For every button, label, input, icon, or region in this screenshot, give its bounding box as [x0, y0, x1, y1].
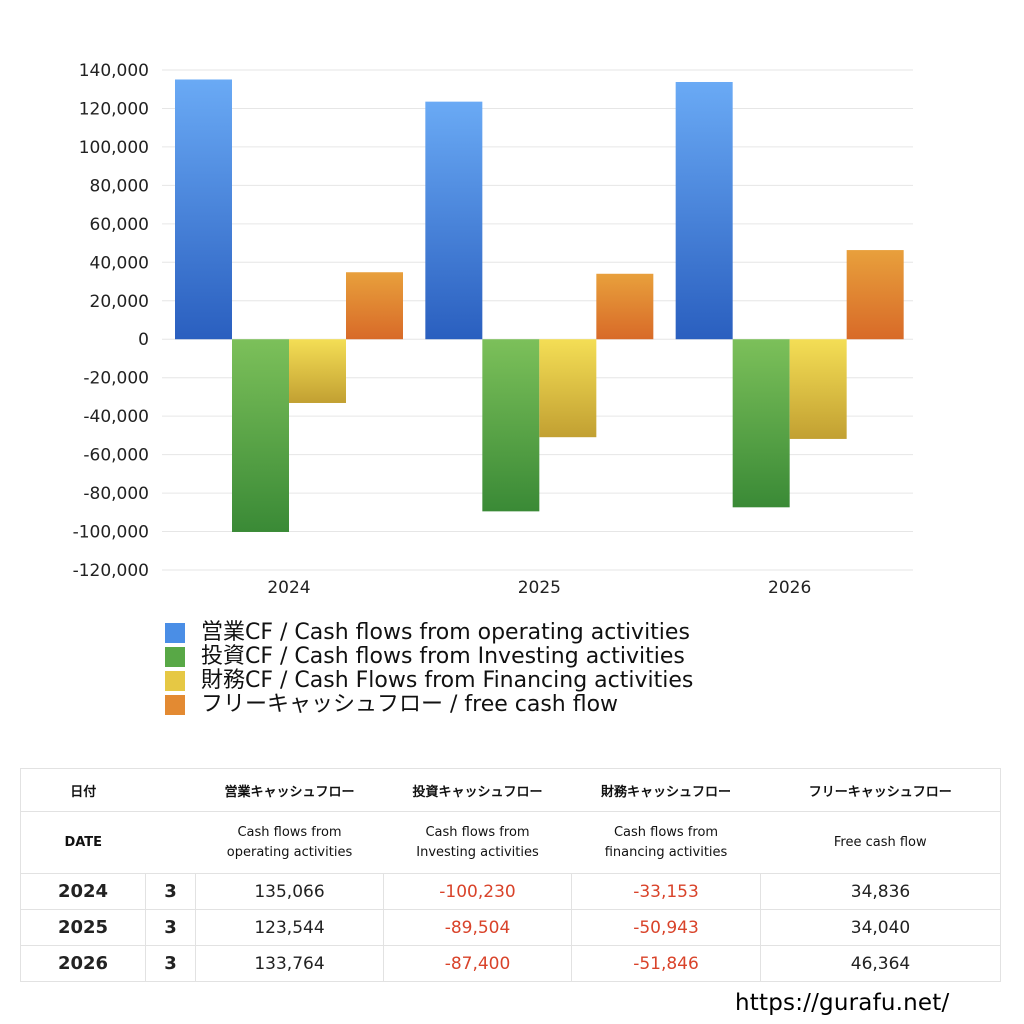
subheader-operating-line1: Cash flows from — [237, 824, 342, 840]
legend-item-operating: 営業CF / Cash flows from operating activit… — [165, 621, 693, 645]
cell-free: 46,364 — [760, 945, 1001, 982]
y-tick-label: 60,000 — [90, 215, 149, 235]
cell-operating: 123,544 — [195, 909, 384, 946]
y-tick-label: 0 — [138, 330, 149, 350]
legend-item-free: フリーキャッシュフロー / free cash flow — [165, 693, 693, 717]
cell-operating: 135,066 — [195, 873, 384, 910]
row-year: 2025 — [20, 909, 146, 946]
table-row: 2024 3 135,066 -100,230 -33,153 34,836 — [20, 873, 1001, 910]
bar-financing-2024 — [289, 339, 346, 403]
y-tick-label: 20,000 — [90, 292, 149, 312]
header-financing: 財務キャッシュフロー — [571, 768, 761, 812]
y-tick-label: -60,000 — [83, 446, 149, 466]
cell-investing: -87,400 — [383, 945, 572, 982]
legend-swatch-financing — [165, 671, 185, 691]
y-tick-label: 40,000 — [90, 253, 149, 273]
bar-financing-2025 — [539, 339, 597, 438]
legend-item-financing: 財務CF / Cash Flows from Financing activit… — [165, 669, 693, 693]
legend-label-investing: 投資CF / Cash flows from Investing activit… — [201, 644, 685, 669]
subheader-date: DATE — [20, 811, 146, 874]
cell-free: 34,836 — [760, 873, 1001, 910]
bar-free-2024 — [346, 272, 403, 340]
y-tick-label: -120,000 — [73, 561, 149, 581]
cell-financing: -50,943 — [571, 909, 761, 946]
subheader-financing: Cash flows from financing activities — [571, 811, 761, 874]
y-tick-label: 140,000 — [79, 61, 149, 81]
bar-investing-2024 — [232, 339, 289, 532]
bar-operating-2026 — [675, 81, 733, 340]
site-url-link[interactable]: https://gurafu.net/ — [735, 990, 950, 1016]
subheader-month-blank — [145, 811, 196, 874]
chart-legend: 営業CF / Cash flows from operating activit… — [165, 621, 693, 717]
chart-svg: 140,000 120,000 100,000 80,000 60,000 40,000 2… — [73, 61, 913, 598]
subheader-operating-line2: operating activities — [226, 844, 353, 860]
y-tick-label: 80,000 — [90, 176, 149, 196]
legend-item-investing: 投資CF / Cash flows from Investing activit… — [165, 645, 693, 669]
bar-investing-2025 — [482, 339, 540, 512]
cell-free: 34,040 — [760, 909, 1001, 946]
row-month: 3 — [145, 945, 196, 982]
bar-free-2025 — [596, 273, 654, 340]
table-header-row: 日付 営業キャッシュフロー 投資キャッシュフロー 財務キャッシュフロー フリーキ… — [20, 768, 1001, 812]
cell-investing: -89,504 — [383, 909, 572, 946]
subheader-free: Free cash flow — [760, 811, 1001, 874]
subheader-operating: Cash flows from operating activities — [195, 811, 384, 874]
subheader-financing-line1: Cash flows from — [613, 824, 719, 840]
cell-financing: -51,846 — [571, 945, 761, 982]
cell-financing: -33,153 — [571, 873, 761, 910]
subheader-investing: Cash flows from Investing activities — [383, 811, 572, 874]
legend-swatch-free — [165, 695, 185, 715]
legend-swatch-operating — [165, 623, 185, 643]
header-investing: 投資キャッシュフロー — [383, 768, 572, 812]
y-tick-label: 100,000 — [79, 138, 149, 158]
header-free: フリーキャッシュフロー — [760, 768, 1001, 812]
legend-label-financing: 財務CF / Cash Flows from Financing activit… — [201, 668, 694, 693]
bar-free-2026 — [846, 250, 904, 340]
legend-label-operating: 営業CF / Cash flows from operating activit… — [201, 620, 690, 645]
bar-operating-2025 — [425, 101, 483, 340]
row-year: 2024 — [20, 873, 146, 910]
x-tick-label: 2025 — [518, 578, 561, 598]
subheader-financing-line2: financing activities — [604, 844, 728, 860]
y-tick-label: -20,000 — [83, 369, 149, 389]
bar-financing-2026 — [789, 339, 847, 439]
row-month: 3 — [145, 873, 196, 910]
legend-label-free: フリーキャッシュフロー / free cash flow — [201, 692, 619, 717]
bar-investing-2026 — [732, 339, 790, 508]
cell-operating: 133,764 — [195, 945, 384, 982]
row-month: 3 — [145, 909, 196, 946]
cell-investing: -100,230 — [383, 873, 572, 910]
y-tick-label: -100,000 — [73, 523, 149, 543]
bar-operating-2024 — [175, 79, 232, 340]
cash-flow-table: 日付 営業キャッシュフロー 投資キャッシュフロー 財務キャッシュフロー フリーキ… — [20, 768, 1001, 982]
header-month-blank — [145, 768, 196, 812]
row-year: 2026 — [20, 945, 146, 982]
x-tick-label: 2026 — [768, 578, 811, 598]
header-operating: 営業キャッシュフロー — [195, 768, 384, 812]
table-row: 2025 3 123,544 -89,504 -50,943 34,040 — [20, 909, 1001, 946]
table-row: 2026 3 133,764 -87,400 -51,846 46,364 — [20, 945, 1001, 982]
legend-swatch-investing — [165, 647, 185, 667]
table-subheader-row: DATE Cash flows from operating activitie… — [20, 811, 1001, 874]
subheader-investing-line1: Cash flows from — [425, 824, 530, 840]
y-tick-label: -80,000 — [83, 484, 149, 504]
subheader-investing-line2: Investing activities — [416, 844, 539, 860]
cash-flow-bar-chart: 140,000 120,000 100,000 80,000 60,000 40,000 2… — [73, 61, 913, 598]
y-tick-label: -40,000 — [83, 407, 149, 427]
header-date: 日付 — [20, 768, 146, 812]
y-tick-label: 120,000 — [79, 99, 149, 119]
x-tick-label: 2024 — [267, 578, 310, 598]
